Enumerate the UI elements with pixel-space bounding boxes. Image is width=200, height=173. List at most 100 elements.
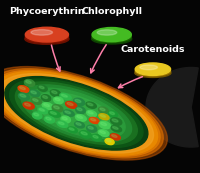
Ellipse shape [87,103,93,106]
Ellipse shape [112,135,117,137]
Ellipse shape [21,85,132,142]
Ellipse shape [65,111,71,114]
Ellipse shape [61,94,67,97]
Ellipse shape [77,116,83,119]
Ellipse shape [38,108,48,114]
Ellipse shape [86,102,96,108]
Ellipse shape [92,34,132,44]
Ellipse shape [38,85,47,91]
Ellipse shape [135,69,171,78]
Ellipse shape [66,102,77,108]
Ellipse shape [0,69,163,158]
Ellipse shape [99,121,110,129]
Ellipse shape [15,82,137,145]
Ellipse shape [44,116,55,123]
Text: Chlorophyll: Chlorophyll [81,7,142,16]
Ellipse shape [93,135,98,138]
Ellipse shape [87,111,96,117]
Ellipse shape [69,128,74,130]
Ellipse shape [0,72,158,155]
Ellipse shape [18,86,29,92]
Ellipse shape [42,103,53,109]
Ellipse shape [25,27,68,42]
Ellipse shape [135,66,171,76]
Ellipse shape [92,31,131,42]
Ellipse shape [50,90,60,97]
Ellipse shape [110,134,120,140]
Text: Phycoerythrin: Phycoerythrin [9,7,85,16]
Ellipse shape [75,122,84,128]
Ellipse shape [5,77,148,150]
Ellipse shape [26,80,31,84]
Ellipse shape [75,115,86,121]
Ellipse shape [34,113,39,116]
Ellipse shape [135,63,171,75]
Ellipse shape [81,132,87,135]
Ellipse shape [52,105,63,112]
Ellipse shape [32,112,42,119]
Ellipse shape [54,106,59,109]
Ellipse shape [140,65,157,70]
Ellipse shape [67,102,73,106]
Ellipse shape [58,122,64,125]
Ellipse shape [55,98,60,101]
Ellipse shape [112,127,118,129]
Ellipse shape [76,107,85,114]
Ellipse shape [77,108,82,111]
Ellipse shape [89,117,99,124]
Ellipse shape [0,70,160,156]
Ellipse shape [57,121,68,127]
Ellipse shape [50,112,57,115]
Ellipse shape [108,111,118,117]
Ellipse shape [30,90,40,97]
Ellipse shape [19,87,25,90]
Ellipse shape [92,134,101,141]
Ellipse shape [0,67,167,160]
Ellipse shape [43,96,48,98]
Ellipse shape [97,30,117,35]
Ellipse shape [31,91,36,94]
Ellipse shape [60,93,71,100]
Ellipse shape [92,28,131,42]
Ellipse shape [98,130,109,136]
Ellipse shape [112,119,118,122]
Ellipse shape [36,92,117,134]
Ellipse shape [111,126,122,132]
Ellipse shape [68,127,77,133]
Ellipse shape [24,103,31,106]
Ellipse shape [20,94,26,97]
Ellipse shape [110,112,115,115]
Ellipse shape [52,91,57,94]
Ellipse shape [44,104,50,107]
Ellipse shape [74,98,85,106]
Ellipse shape [54,97,63,104]
Ellipse shape [100,115,106,117]
Ellipse shape [76,123,81,125]
Ellipse shape [91,118,96,121]
Ellipse shape [24,80,35,86]
Ellipse shape [87,125,97,132]
Ellipse shape [41,95,51,101]
Ellipse shape [100,122,107,126]
Ellipse shape [100,131,105,134]
Ellipse shape [46,117,51,120]
Ellipse shape [49,111,60,117]
Ellipse shape [75,99,81,103]
Ellipse shape [88,126,93,129]
Ellipse shape [88,111,93,114]
Ellipse shape [0,74,154,153]
Ellipse shape [99,114,109,120]
Ellipse shape [111,118,122,125]
Ellipse shape [61,116,70,123]
Ellipse shape [100,108,105,111]
Ellipse shape [10,79,143,148]
Ellipse shape [25,34,69,44]
Ellipse shape [80,131,91,138]
Ellipse shape [105,139,114,145]
Ellipse shape [106,139,111,142]
Ellipse shape [39,86,44,89]
Polygon shape [146,67,198,147]
Ellipse shape [31,30,53,35]
Ellipse shape [63,110,74,116]
Ellipse shape [31,98,42,104]
